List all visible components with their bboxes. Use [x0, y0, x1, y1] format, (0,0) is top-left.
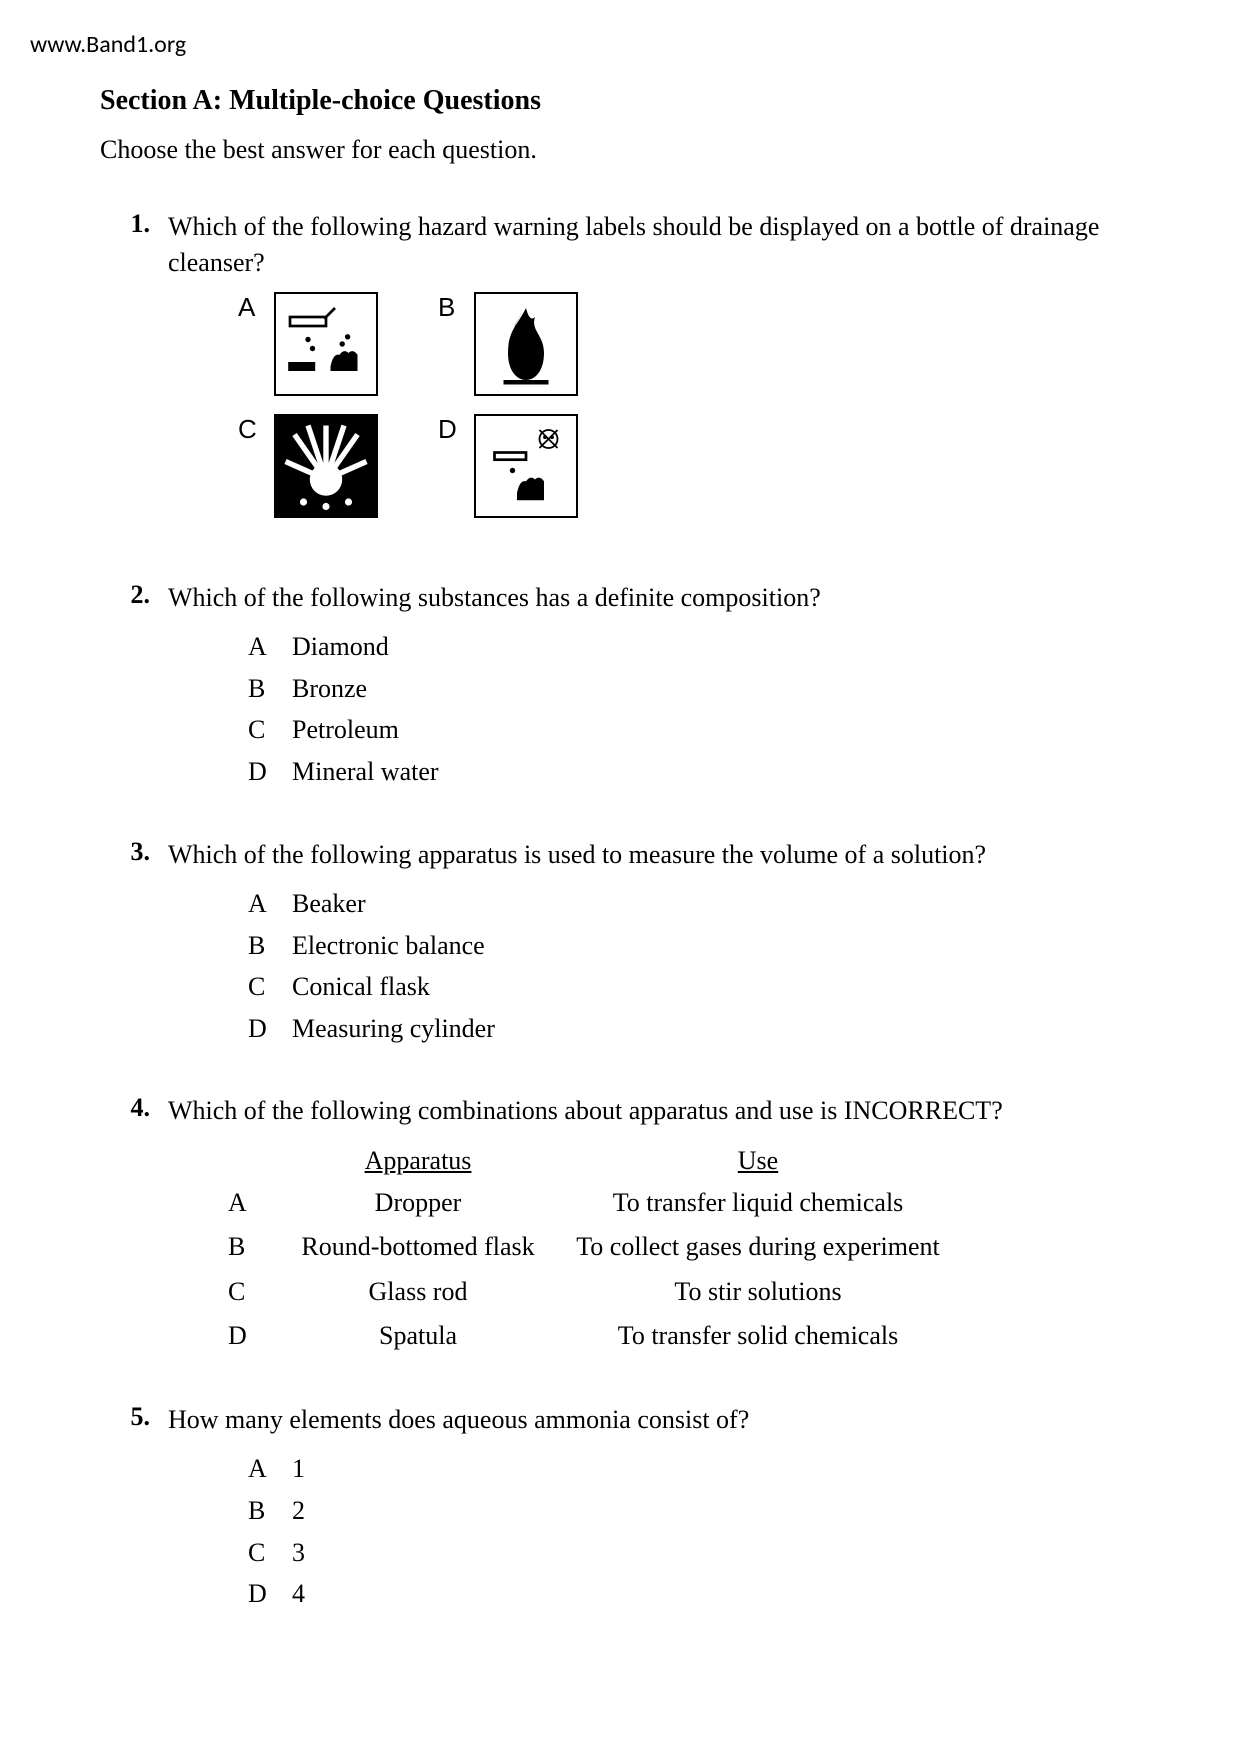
cell-use: To transfer liquid chemicals	[548, 1181, 968, 1225]
cell-use: To stir solutions	[548, 1270, 968, 1314]
row-letter: C	[228, 1270, 288, 1314]
cell-use: To collect gases during experiment	[548, 1225, 968, 1269]
question-text: How many elements does aqueous ammonia c…	[168, 1402, 1140, 1438]
flammable-icon	[474, 292, 578, 396]
choices-list: ABeaker BElectronic balance CConical fla…	[248, 883, 1140, 1049]
choice-row: ABeaker	[248, 883, 1140, 925]
question-text: Which of the following combinations abou…	[168, 1093, 1140, 1129]
cell-apparatus: Spatula	[288, 1314, 548, 1358]
choice-row: BBronze	[248, 668, 1140, 710]
choice-letter: C	[248, 709, 292, 751]
choice-text: 3	[292, 1532, 1140, 1574]
explosive-icon	[274, 414, 378, 518]
choice-text: Measuring cylinder	[292, 1008, 1140, 1050]
column-header-apparatus: Apparatus	[288, 1140, 548, 1182]
question-5: 5. How many elements does aqueous ammoni…	[100, 1402, 1140, 1615]
section-title: Section A: Multiple-choice Questions	[100, 85, 1140, 117]
choice-text: Electronic balance	[292, 925, 1140, 967]
toxic-corrosive-icon	[474, 414, 578, 518]
choice-letter: B	[248, 925, 292, 967]
choice-row: ADiamond	[248, 626, 1140, 668]
question-2: 2. Which of the following substances has…	[100, 580, 1140, 793]
choice-letter: B	[248, 668, 292, 710]
question-text: Which of the following hazard warning la…	[168, 209, 1140, 282]
question-1: 1. Which of the following hazard warning…	[100, 209, 1140, 536]
question-number: 5.	[100, 1402, 168, 1615]
choice-row: C3	[248, 1532, 1140, 1574]
cell-apparatus: Dropper	[288, 1181, 548, 1225]
instruction-text: Choose the best answer for each question…	[100, 135, 1140, 165]
choice-letter: A	[248, 883, 292, 925]
choice-text: 4	[292, 1573, 1140, 1615]
choice-text: Conical flask	[292, 966, 1140, 1008]
row-letter: D	[228, 1314, 288, 1358]
choice-letter: C	[238, 414, 260, 445]
choice-row: CPetroleum	[248, 709, 1140, 751]
question-number: 3.	[100, 837, 168, 1050]
choice-text: Diamond	[292, 626, 1140, 668]
choice-D: D	[438, 414, 578, 518]
choice-letter: A	[238, 292, 260, 323]
choice-text: 2	[292, 1490, 1140, 1532]
question-4: 4. Which of the following combinations a…	[100, 1093, 1140, 1358]
choices-list: ADiamond BBronze CPetroleum DMineral wat…	[248, 626, 1140, 792]
hazard-options-grid: A	[238, 292, 1140, 518]
choice-A: A	[238, 292, 378, 396]
choice-row: DMeasuring cylinder	[248, 1008, 1140, 1050]
choices-list: A1 B2 C3 D4	[248, 1448, 1140, 1614]
page-content: Section A: Multiple-choice Questions Cho…	[0, 0, 1240, 1699]
choice-text: Bronze	[292, 668, 1140, 710]
cell-apparatus: Round-bottomed flask	[288, 1225, 548, 1269]
table-row: CGlass rodTo stir solutions	[228, 1270, 1140, 1314]
table-row: ADropperTo transfer liquid chemicals	[228, 1181, 1140, 1225]
choice-row: D4	[248, 1573, 1140, 1615]
column-header-use: Use	[548, 1140, 968, 1182]
cell-apparatus: Glass rod	[288, 1270, 548, 1314]
corrosive-icon	[274, 292, 378, 396]
choice-letter: B	[248, 1490, 292, 1532]
header-url: www.Band1.org	[30, 30, 186, 59]
choice-B: B	[438, 292, 578, 396]
choice-letter: A	[248, 1448, 292, 1490]
choice-letter: A	[248, 626, 292, 668]
question-3: 3. Which of the following apparatus is u…	[100, 837, 1140, 1050]
row-letter: B	[228, 1225, 288, 1269]
choice-letter: C	[248, 966, 292, 1008]
choice-letter: D	[248, 751, 292, 793]
choice-letter: D	[248, 1573, 292, 1615]
choice-row: A1	[248, 1448, 1140, 1490]
question-number: 4.	[100, 1093, 168, 1358]
choice-letter: D	[248, 1008, 292, 1050]
row-letter: A	[228, 1181, 288, 1225]
choice-row: DMineral water	[248, 751, 1140, 793]
choice-text: Mineral water	[292, 751, 1140, 793]
choice-letter: D	[438, 414, 460, 445]
choice-C: C	[238, 414, 378, 518]
choice-letter: C	[248, 1532, 292, 1574]
table-row: BRound-bottomed flaskTo collect gases du…	[228, 1225, 1140, 1269]
question-number: 2.	[100, 580, 168, 793]
choice-text: Petroleum	[292, 709, 1140, 751]
choice-row: BElectronic balance	[248, 925, 1140, 967]
question-text: Which of the following apparatus is used…	[168, 837, 1140, 873]
choice-row: B2	[248, 1490, 1140, 1532]
apparatus-table: Apparatus Use ADropperTo transfer liquid…	[228, 1140, 1140, 1358]
choice-text: 1	[292, 1448, 1140, 1490]
choice-row: CConical flask	[248, 966, 1140, 1008]
table-header: Apparatus Use	[228, 1140, 1140, 1182]
cell-use: To transfer solid chemicals	[548, 1314, 968, 1358]
choice-letter: B	[438, 292, 460, 323]
question-text: Which of the following substances has a …	[168, 580, 1140, 616]
table-row: DSpatulaTo transfer solid chemicals	[228, 1314, 1140, 1358]
question-number: 1.	[100, 209, 168, 536]
choice-text: Beaker	[292, 883, 1140, 925]
